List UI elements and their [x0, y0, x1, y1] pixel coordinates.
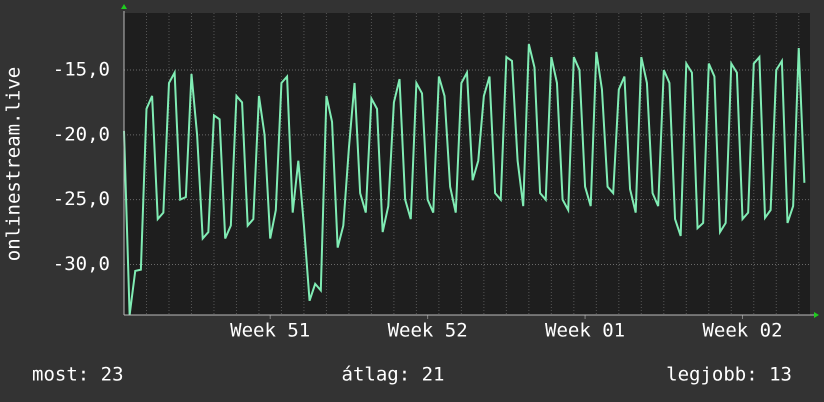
footer-stat: átlag: 21	[342, 364, 445, 386]
axis-arrow	[814, 312, 819, 318]
x-tick-label: Week 51	[230, 320, 310, 342]
y-tick-label: -20,0	[53, 123, 110, 145]
y-tick-label: -30,0	[53, 253, 110, 275]
x-tick-label: Week 52	[388, 320, 468, 342]
y-tick-label: -25,0	[53, 188, 110, 210]
y-axis-label: onlinestream.live	[3, 67, 25, 261]
y-tick-label: -15,0	[53, 59, 110, 81]
x-tick-label: Week 02	[702, 320, 782, 342]
x-tick-label: Week 01	[545, 320, 625, 342]
footer-stat: legjobb: 13	[666, 364, 792, 386]
axis-arrow	[121, 4, 127, 9]
footer-stat: most: 23	[32, 364, 124, 386]
data-line	[123, 43, 806, 316]
plot-area	[124, 13, 810, 315]
